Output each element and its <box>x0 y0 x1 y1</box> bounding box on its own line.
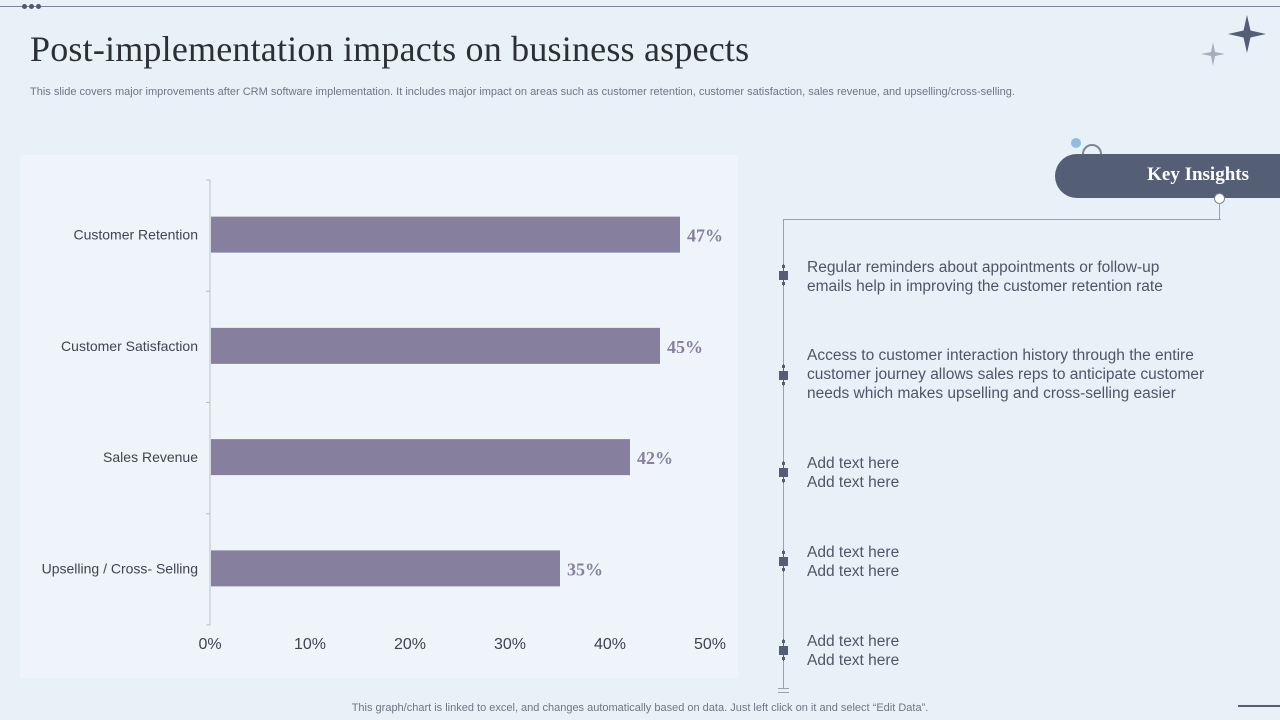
x-tick-label: 40% <box>594 636 626 653</box>
x-tick-label: 20% <box>394 636 426 653</box>
connector-horizontal <box>783 219 1221 220</box>
insight-item: Add text here Add text here <box>807 455 900 491</box>
category-label: Sales Revenue <box>103 449 198 465</box>
category-label: Upselling / Cross- Selling <box>42 560 198 576</box>
x-tick-label: 10% <box>294 636 326 653</box>
bar-chart: Customer Retention 47% Customer Satisfacti… <box>42 179 726 653</box>
category-label: Customer Retention <box>73 227 198 243</box>
x-tick-label: 50% <box>694 636 726 653</box>
timeline-marker <box>778 550 789 572</box>
footer-rule <box>1238 705 1280 707</box>
key-insights-title: Key Insights <box>1147 164 1249 185</box>
bar <box>211 327 660 364</box>
key-insights-header: Key Insights <box>1055 154 1280 198</box>
data-label: 35% <box>567 559 603 579</box>
timeline-end <box>778 688 789 693</box>
category-label: Customer Satisfaction <box>61 338 198 354</box>
footer-note: This graph/chart is linked to excel, and… <box>351 702 929 714</box>
timeline-marker <box>778 639 789 661</box>
insight-item: Add text here Add text here <box>807 633 900 669</box>
top-rule <box>0 6 1280 7</box>
page-subtitle: This slide covers major improvements aft… <box>30 86 1015 98</box>
timeline-marker <box>778 364 789 386</box>
bar <box>211 216 680 253</box>
insight-item: Access to customer interaction history t… <box>807 347 1205 402</box>
connector-vertical <box>1219 203 1220 220</box>
bar <box>211 550 560 587</box>
x-tick-label: 30% <box>494 636 526 653</box>
chart-panel: Customer Retention 47% Customer Satisfacti… <box>20 155 738 678</box>
insight-item: Regular reminders about appointments or … <box>807 259 1163 295</box>
corner-dots <box>22 4 41 9</box>
x-tick-label: 0% <box>198 636 221 653</box>
data-label: 45% <box>667 337 703 357</box>
bar <box>211 439 630 476</box>
page-title: Post-implementation impacts on business … <box>30 29 750 69</box>
sparkle-icon <box>1201 15 1266 66</box>
insights-timeline <box>783 219 784 688</box>
data-label: 47% <box>687 226 723 246</box>
insight-item: Add text here Add text here <box>807 544 900 580</box>
decorative-dot <box>1071 138 1081 148</box>
timeline-marker <box>778 264 789 286</box>
timeline-marker <box>778 461 789 483</box>
data-label: 42% <box>637 448 673 468</box>
